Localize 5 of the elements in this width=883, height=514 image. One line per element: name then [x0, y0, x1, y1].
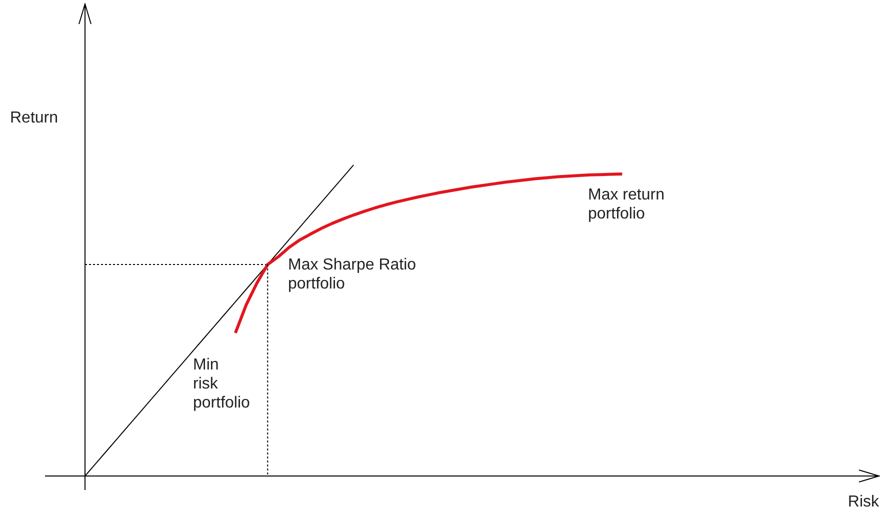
annotation: Max Sharpe Ratio portfolio — [288, 256, 416, 292]
annotation: Max return portfolio — [588, 186, 664, 222]
x-axis-title: Risk — [848, 493, 880, 510]
y-axis-title: Return — [10, 109, 58, 126]
annotation: Min risk portfolio — [193, 356, 250, 412]
